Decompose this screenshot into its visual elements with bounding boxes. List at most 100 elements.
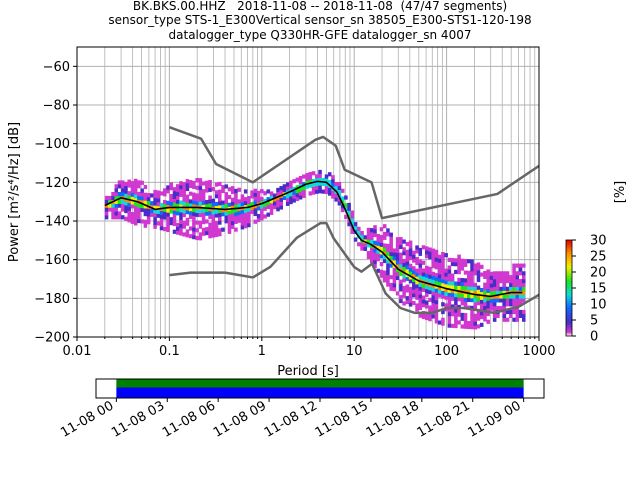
heatmap-cell [185,202,190,207]
heatmap-cell [185,229,190,234]
heatmap-cell [201,227,206,232]
heatmap-cell [311,186,316,191]
heatmap-cell [205,219,209,224]
heatmap-cell [318,185,322,190]
heatmap-cell [237,218,241,223]
heatmap-cell [272,201,277,206]
heatmap-cell [211,187,216,192]
heatmap-cell [441,282,445,288]
heatmap-cell [169,197,174,202]
heatmap-cell [302,189,306,195]
heatmap-cell [234,204,238,209]
heatmap-cell [405,269,410,274]
heatmap-cell [146,212,151,217]
heatmap-cell [175,203,180,208]
timeline-tick-label: 11-08 18 [364,398,422,440]
heatmap-cell [327,172,332,177]
heatmap-cell [431,302,435,307]
heatmap-cell [502,286,507,291]
heatmap-cell [496,298,500,303]
heatmap-cell [509,294,513,299]
heatmap-cell [198,189,203,194]
heatmap-cell [489,306,494,311]
heatmap-cell [431,275,435,280]
heatmap-cell [389,232,393,237]
heatmap-cell [499,294,503,299]
heatmap-cell [302,174,306,179]
heatmap-cell [512,302,516,307]
heatmap-cell [402,262,406,267]
heatmap-cell [460,281,465,287]
heatmap-cell [515,279,520,284]
heatmap-cell [486,311,490,317]
heatmap-cell [227,194,232,200]
heatmap-cell [159,191,164,196]
heatmap-cell [114,188,119,193]
heatmap-cell [321,189,326,194]
heatmap-cell [285,201,290,206]
heatmap-cell [179,181,183,186]
heatmap-cell [522,298,526,303]
heatmap-cell [205,227,209,232]
heatmap-cell [360,234,364,240]
heatmap-cell [376,253,381,258]
heatmap-cell [240,217,245,222]
heatmap-cell [120,215,125,220]
y-axis-label: Power [m²/s⁴/Hz] [dB] [7,122,22,262]
heatmap-cell [470,313,474,318]
heatmap-cell [473,290,478,295]
heatmap-cell [350,222,355,227]
heatmap-cell [389,244,393,249]
heatmap-cell [415,260,419,266]
heatmap-cell [470,298,474,303]
heatmap-cell [211,198,216,203]
heatmap-cell [221,208,225,213]
heatmap-cell [412,254,416,259]
heatmap-cell [279,205,283,210]
heatmap-cell [441,321,445,326]
heatmap-cell [133,221,138,226]
heatmap-cell [308,175,313,181]
heatmap-cell [408,244,413,249]
heatmap-cell [431,252,435,257]
heatmap-cell [269,199,274,204]
heatmap-cell [127,191,131,196]
heatmap-cell [227,225,232,231]
heatmap-cell [108,199,112,204]
heatmap-cell [214,194,219,199]
heatmap-cell [479,322,484,327]
heatmap-cell [483,282,487,287]
heatmap-cell [179,223,183,228]
heatmap-cell [205,230,209,236]
heatmap-cell [350,229,355,235]
heatmap-cell [347,206,351,211]
heatmap-cell [120,184,125,189]
heatmap-cell [334,193,338,198]
heatmap-cell [496,271,500,276]
heatmap-cell [240,194,245,199]
heatmap-cell [370,235,374,241]
heatmap-cell [463,313,468,318]
heatmap-cell [108,203,112,208]
heatmap-cell [373,229,377,234]
heatmap-cell [399,237,403,242]
heatmap-cell [522,263,526,268]
heatmap-cell [198,232,203,237]
heatmap-cell [382,235,387,240]
heatmap-cell [444,291,448,296]
heatmap-cell [218,228,222,233]
heatmap-cell [386,251,390,256]
heatmap-cell [476,289,481,294]
heatmap-cell [172,218,177,223]
heatmap-cell [457,281,461,286]
heatmap-cell [408,256,413,261]
heatmap-cell [450,273,455,278]
heatmap-cell [240,221,245,226]
heatmap-cell [421,287,426,292]
heatmap-cell [502,306,507,311]
heatmap-cell [386,243,390,249]
heatmap-cell [502,282,507,288]
heatmap-cell [143,196,148,201]
heatmap-cell [182,197,186,202]
heatmap-cell [185,206,190,211]
